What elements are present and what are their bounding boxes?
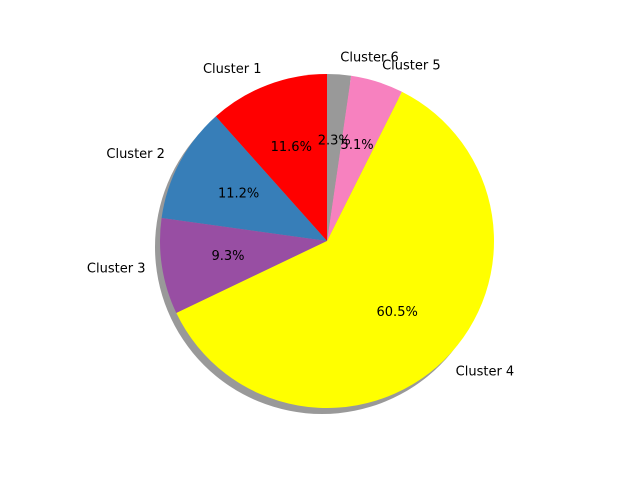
percent-label-cluster-4: 60.5%	[377, 305, 418, 320]
percent-label-cluster-3: 9.3%	[211, 249, 244, 264]
percent-label-cluster-2: 11.2%	[218, 186, 259, 201]
wedge-cluster-6	[327, 74, 352, 241]
percent-label-cluster-1: 11.6%	[271, 140, 312, 155]
percent-label-cluster-5: 5.1%	[341, 138, 374, 153]
category-label-cluster-4: Cluster 4	[456, 365, 515, 380]
percent-label-cluster-6: 2.3%	[318, 134, 351, 149]
wedge-cluster-2	[161, 116, 327, 241]
wedge-cluster-5	[327, 75, 402, 242]
category-label-cluster-2: Cluster 2	[106, 147, 165, 162]
category-label-cluster-6: Cluster 6	[340, 50, 399, 65]
pie-wedges	[160, 74, 494, 408]
category-label-cluster-3: Cluster 3	[87, 262, 146, 277]
category-label-cluster-5: Cluster 5	[382, 58, 441, 73]
wedge-cluster-4	[176, 91, 494, 408]
pie-labels: Cluster 1 11.6% Cluster 2 11.2% Cluster 3 9.3…	[87, 50, 514, 379]
wedge-cluster-1	[215, 74, 327, 241]
category-label-cluster-1: Cluster 1	[203, 62, 262, 77]
wedge-cluster-3	[160, 217, 327, 314]
